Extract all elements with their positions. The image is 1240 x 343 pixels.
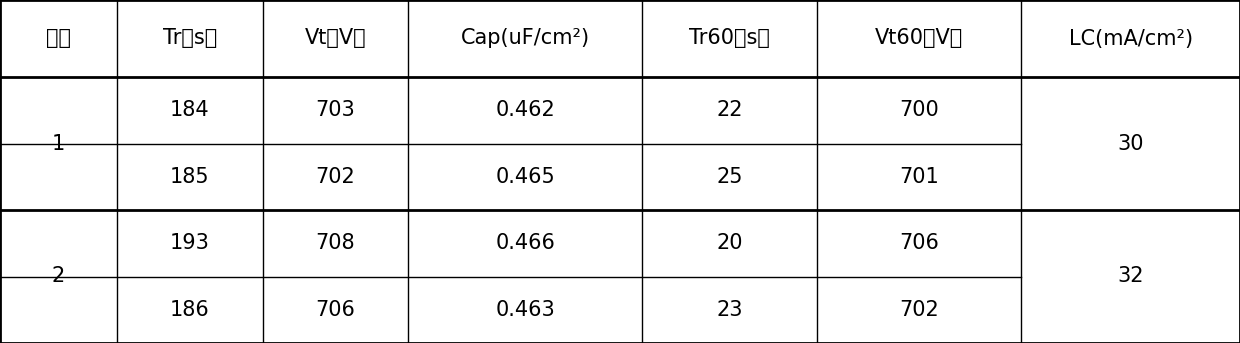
Text: LC(mA/cm²): LC(mA/cm²)	[1069, 28, 1193, 48]
Text: 708: 708	[316, 233, 356, 253]
Text: 2: 2	[52, 267, 64, 286]
Text: 706: 706	[899, 233, 939, 253]
Text: 22: 22	[717, 100, 743, 120]
Text: 702: 702	[899, 300, 939, 320]
Text: 193: 193	[170, 233, 210, 253]
Text: 20: 20	[717, 233, 743, 253]
Text: 32: 32	[1117, 267, 1143, 286]
Text: 186: 186	[170, 300, 210, 320]
Text: 700: 700	[899, 100, 939, 120]
Text: 184: 184	[170, 100, 210, 120]
Text: 0.465: 0.465	[495, 167, 556, 187]
Text: Tr60（s）: Tr60（s）	[689, 28, 770, 48]
Text: Cap(uF/cm²): Cap(uF/cm²)	[460, 28, 590, 48]
Text: Vt60（V）: Vt60（V）	[875, 28, 963, 48]
Text: 30: 30	[1117, 133, 1143, 154]
Text: 25: 25	[717, 167, 743, 187]
Text: Vt（V）: Vt（V）	[305, 28, 366, 48]
Text: 1: 1	[52, 133, 64, 154]
Text: 样品: 样品	[46, 28, 71, 48]
Text: Tr（s）: Tr（s）	[162, 28, 217, 48]
Text: 0.466: 0.466	[495, 233, 556, 253]
Text: 701: 701	[899, 167, 939, 187]
Text: 703: 703	[316, 100, 356, 120]
Text: 0.462: 0.462	[495, 100, 556, 120]
Text: 23: 23	[717, 300, 743, 320]
Text: 702: 702	[316, 167, 356, 187]
Text: 706: 706	[316, 300, 356, 320]
Text: 185: 185	[170, 167, 210, 187]
Text: 0.463: 0.463	[495, 300, 556, 320]
